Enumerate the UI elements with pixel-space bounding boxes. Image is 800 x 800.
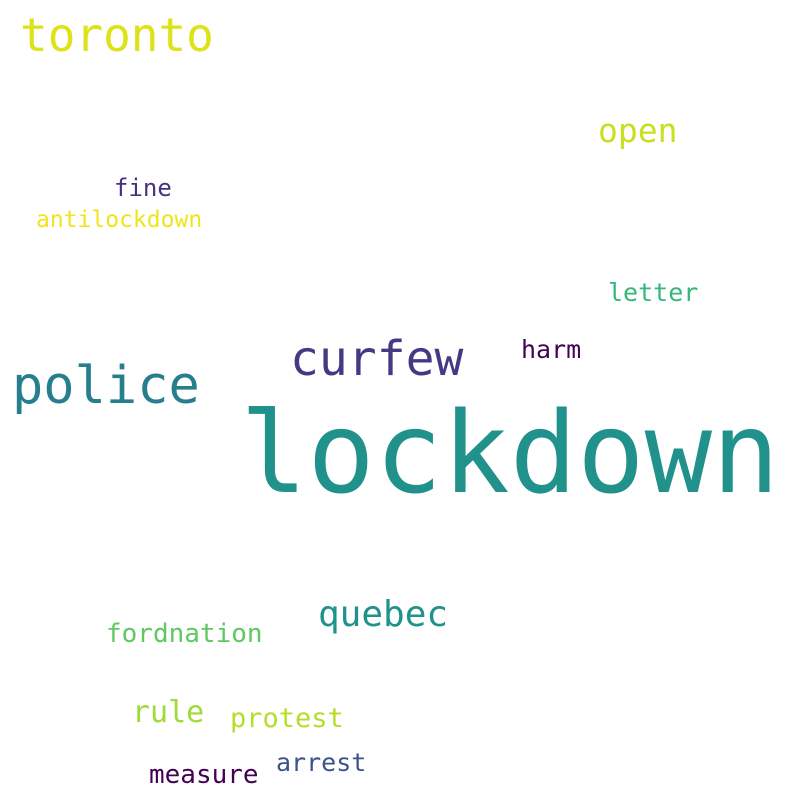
word-open: open	[598, 111, 678, 150]
word-antilockdown: antilockdown	[36, 207, 203, 233]
word-harm: harm	[521, 335, 582, 364]
word-measure: measure	[149, 760, 259, 790]
word-rule: rule	[132, 695, 205, 730]
word-arrest: arrest	[276, 748, 367, 777]
word-police: police	[12, 356, 200, 416]
word-fordnation: fordnation	[106, 619, 263, 649]
word-quebec: quebec	[318, 594, 449, 635]
word-lockdown: lockdown	[240, 389, 780, 519]
word-protest: protest	[230, 703, 344, 734]
word-curfew: curfew	[290, 331, 464, 387]
word-fine: fine	[114, 174, 172, 202]
word-toronto: toronto	[20, 8, 214, 62]
word-letter: letter	[608, 278, 699, 307]
